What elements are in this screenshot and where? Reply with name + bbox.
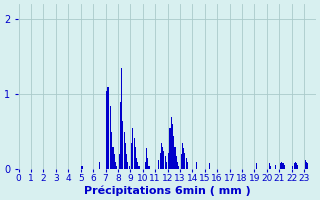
Bar: [122, 121, 124, 169]
Bar: [292, 166, 293, 169]
Bar: [116, 166, 117, 169]
Bar: [186, 158, 187, 169]
Bar: [166, 162, 167, 169]
Bar: [306, 162, 307, 169]
Bar: [164, 156, 166, 169]
Bar: [99, 162, 100, 169]
Bar: [295, 162, 296, 169]
Bar: [162, 147, 163, 169]
Bar: [173, 136, 174, 169]
Bar: [178, 166, 179, 169]
Bar: [115, 162, 116, 169]
Bar: [176, 156, 177, 169]
Bar: [133, 138, 135, 169]
Bar: [112, 147, 114, 169]
Bar: [182, 143, 183, 169]
Bar: [270, 166, 271, 169]
Bar: [297, 165, 299, 169]
Bar: [146, 148, 147, 169]
Bar: [125, 143, 126, 169]
Bar: [296, 163, 297, 169]
Bar: [172, 124, 173, 169]
Bar: [145, 162, 146, 169]
Bar: [293, 163, 295, 169]
Bar: [136, 158, 137, 169]
Bar: [148, 166, 149, 169]
Bar: [110, 106, 111, 169]
Bar: [81, 166, 83, 169]
Bar: [126, 154, 127, 169]
Bar: [161, 143, 162, 169]
Bar: [121, 68, 122, 169]
X-axis label: Précipitations 6min ( mm ): Précipitations 6min ( mm ): [84, 185, 250, 196]
Bar: [275, 165, 276, 169]
Bar: [170, 128, 171, 169]
Bar: [160, 153, 161, 169]
Bar: [177, 162, 178, 169]
Bar: [129, 166, 130, 169]
Bar: [114, 154, 115, 169]
Bar: [171, 117, 172, 169]
Bar: [106, 91, 107, 169]
Bar: [181, 154, 182, 169]
Bar: [111, 132, 112, 169]
Bar: [305, 160, 306, 169]
Bar: [168, 153, 169, 169]
Bar: [137, 162, 138, 169]
Bar: [163, 151, 164, 169]
Bar: [147, 158, 148, 169]
Bar: [280, 163, 281, 169]
Bar: [139, 166, 140, 169]
Bar: [187, 162, 188, 169]
Bar: [127, 162, 128, 169]
Bar: [196, 162, 197, 169]
Bar: [281, 162, 282, 169]
Bar: [284, 165, 285, 169]
Bar: [158, 160, 159, 169]
Bar: [269, 163, 270, 169]
Bar: [120, 102, 121, 169]
Bar: [307, 163, 308, 169]
Bar: [256, 163, 258, 169]
Bar: [184, 153, 186, 169]
Bar: [132, 128, 133, 169]
Bar: [183, 148, 184, 169]
Bar: [135, 147, 136, 169]
Bar: [282, 163, 284, 169]
Bar: [174, 147, 176, 169]
Bar: [131, 143, 132, 169]
Bar: [124, 132, 125, 169]
Bar: [209, 163, 210, 169]
Bar: [119, 154, 120, 169]
